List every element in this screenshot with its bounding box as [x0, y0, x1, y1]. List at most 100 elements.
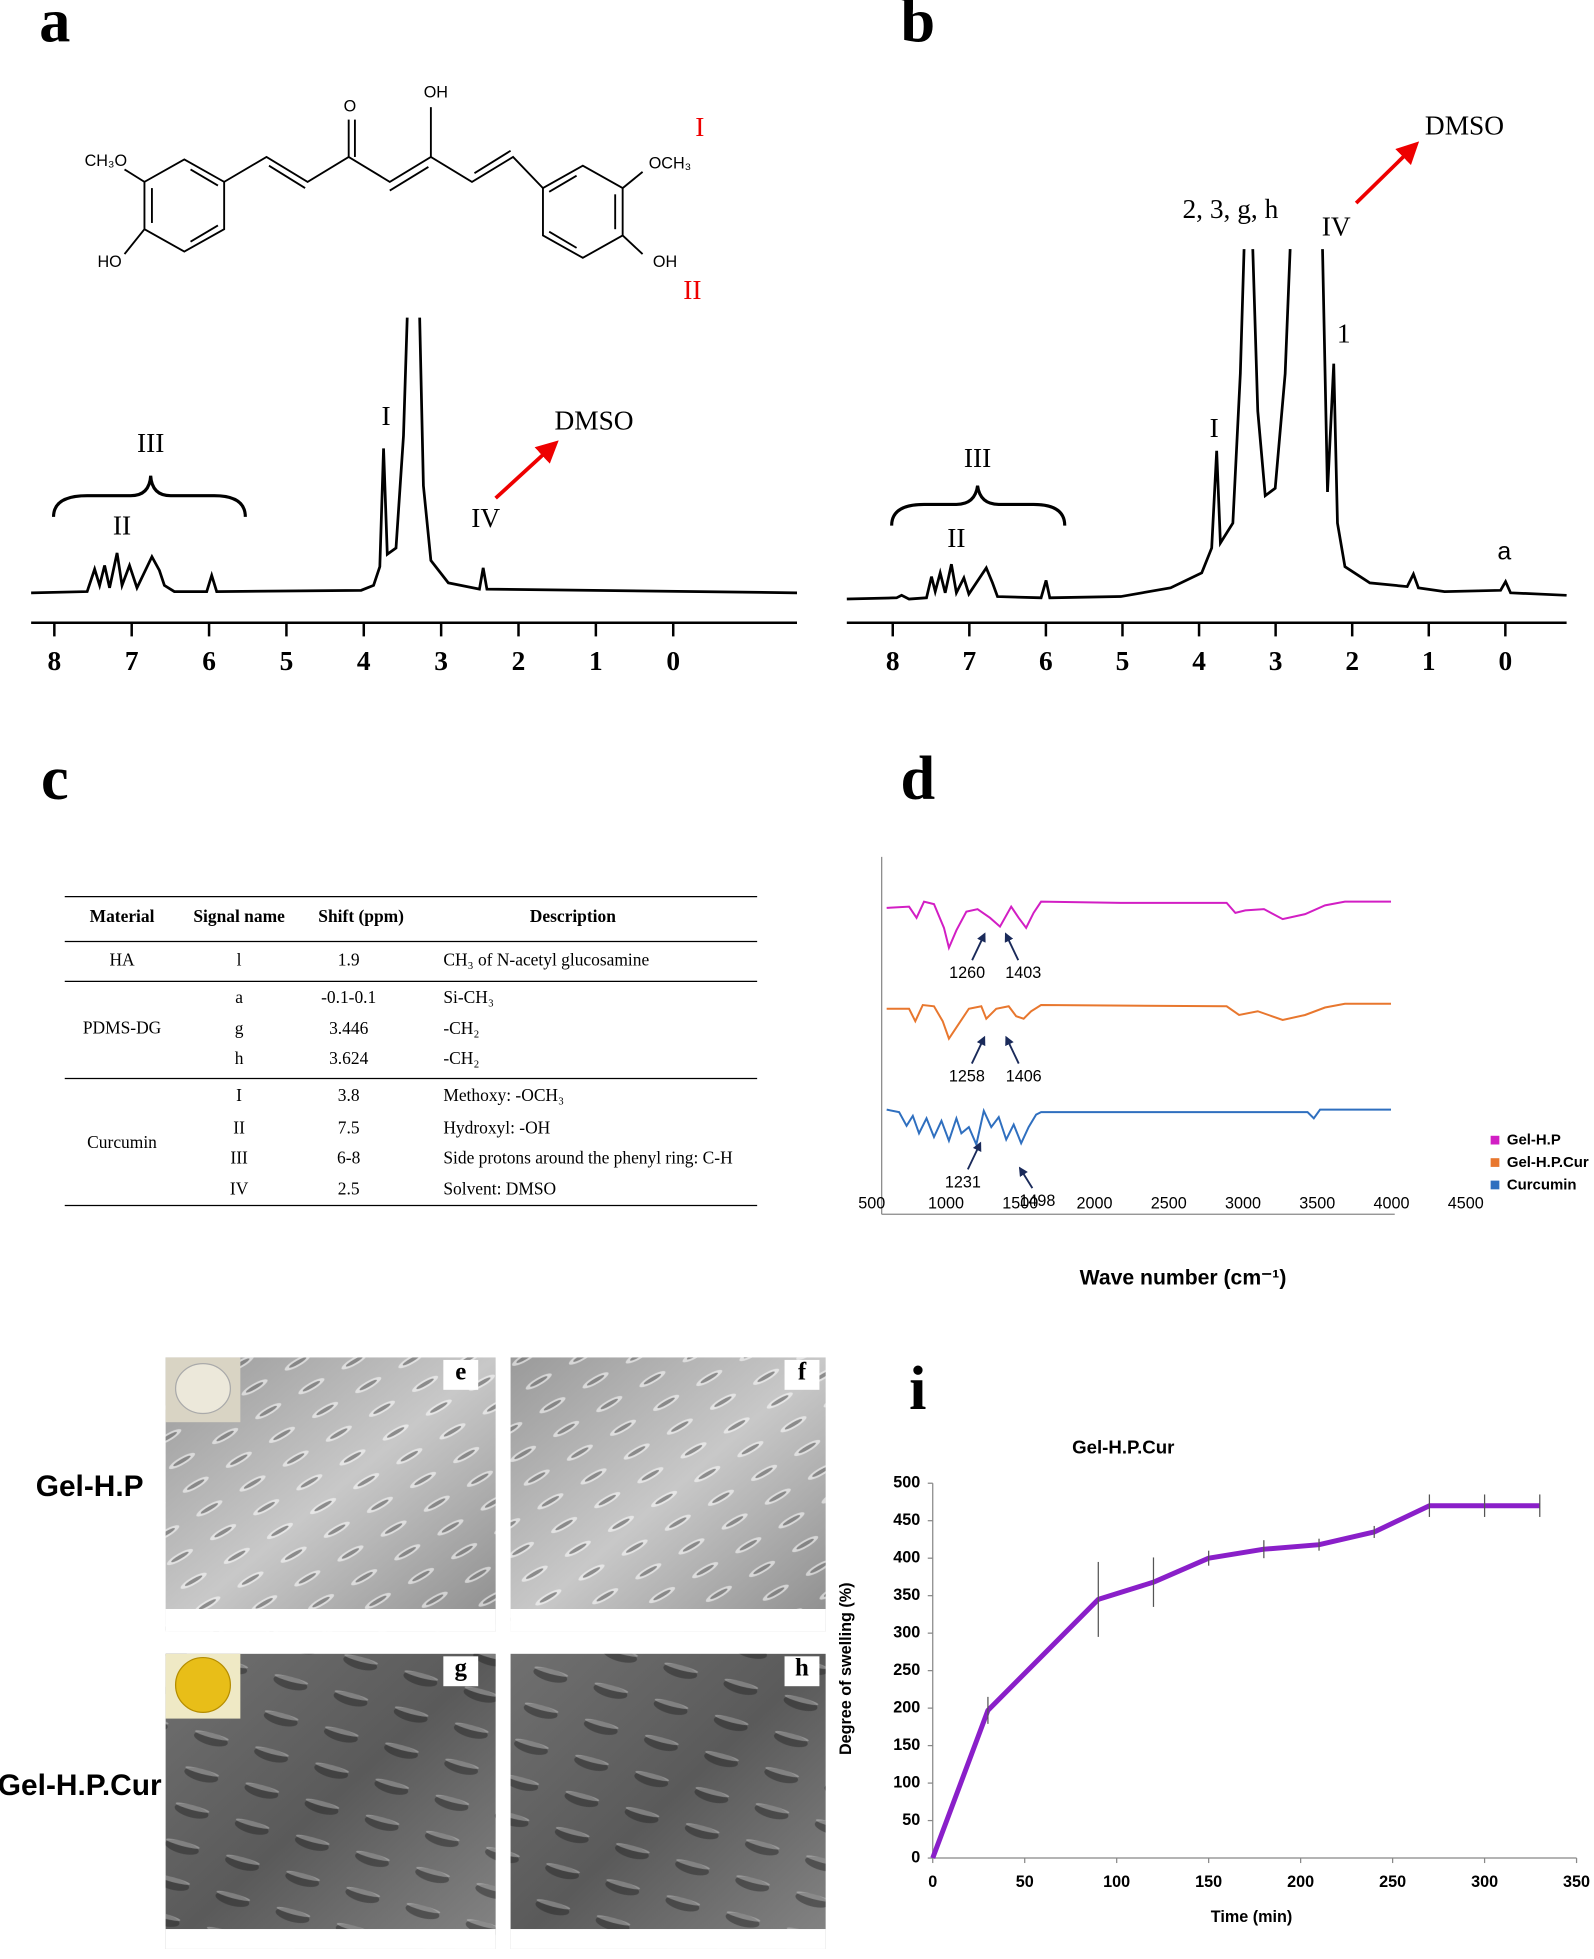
x-tick-label: 4500 — [1448, 1195, 1484, 1213]
sem-images — [165, 1357, 826, 1949]
table-cell: 3.624 — [329, 1048, 368, 1068]
peak-label: 1406 — [1006, 1068, 1042, 1086]
peak-arrow — [1005, 1035, 1020, 1064]
x-tick-label: 5 — [1116, 646, 1130, 676]
x-tick-label: 1 — [589, 646, 603, 676]
structure-label: CH₃O — [85, 152, 128, 170]
x-tick-label: 2500 — [1151, 1195, 1187, 1213]
sem-texture — [510, 1357, 826, 1632]
roman-label: II — [683, 275, 701, 305]
peak-label: 1403 — [1005, 964, 1041, 982]
x-tick-label: 3 — [1269, 646, 1283, 676]
table-rules — [64, 896, 758, 1207]
structure-label: OH — [424, 84, 448, 102]
x-tick-label: 0 — [1499, 646, 1513, 676]
x-tick-label: 8 — [886, 646, 900, 676]
x-tick-label: 7 — [125, 646, 139, 676]
x-axis-label: Wave number (cm⁻¹) — [1080, 1267, 1287, 1290]
annotation: IV — [1322, 211, 1351, 241]
x-axis-label: Time (min) — [1211, 1908, 1292, 1926]
x-tick-label: 100 — [1103, 1873, 1130, 1891]
label-box — [784, 1656, 820, 1687]
panel-label: i — [909, 1355, 926, 1423]
brace — [51, 475, 247, 517]
ftir-chart: 500 1000 1500 2000 2500 3000 3500 4000 4500 Wave … — [858, 932, 1589, 1290]
x-tick-label: 500 — [858, 1195, 885, 1213]
panel-label: e — [455, 1358, 466, 1385]
y-tick-label: 0 — [911, 1848, 920, 1866]
peak-label: 1258 — [949, 1068, 985, 1086]
table-cell: 6-8 — [337, 1147, 361, 1167]
panel-label: d — [900, 745, 935, 813]
table-cell: 2.5 — [338, 1179, 360, 1199]
table-cell: Methoxy: -OCH₃ — [443, 1085, 564, 1105]
structure-label: O — [344, 97, 357, 115]
frame — [881, 856, 1395, 1215]
table-cell: Solvent: DMSO — [443, 1179, 556, 1199]
structure-label: OCH₃ — [649, 155, 692, 173]
structure-label: OH — [653, 253, 677, 271]
x-tick-label: 6 — [1039, 646, 1053, 676]
peak-arrow — [1018, 1166, 1034, 1189]
x-axis: 8 7 6 5 4 3 2 1 0 — [31, 621, 797, 676]
table-cell: 7.5 — [338, 1118, 360, 1138]
table-header: Description — [530, 906, 616, 926]
y-tick-label: 150 — [893, 1736, 920, 1754]
x-tick-label: 0 — [928, 1873, 937, 1891]
x-tick-label: 150 — [1195, 1873, 1222, 1891]
x-tick-label: 7 — [962, 646, 976, 676]
x-tick-label: 50 — [1016, 1873, 1034, 1891]
structure-label: HO — [97, 253, 121, 271]
x-tick-label: 1500 — [1002, 1195, 1038, 1213]
y-tick-label: 350 — [893, 1586, 920, 1604]
annotation: DMSO — [1425, 111, 1504, 141]
x-tick-label: 4000 — [1373, 1195, 1409, 1213]
peak-label: 1231 — [945, 1173, 981, 1191]
sem-info-bar — [165, 1608, 826, 1949]
panel-label: f — [798, 1358, 807, 1385]
annotation: 2, 3, g, h — [1182, 194, 1278, 224]
peak-arrow — [1004, 932, 1020, 961]
table-cell: -0.1-0.1 — [321, 987, 376, 1007]
annotation: II — [947, 523, 965, 553]
table-cell: Si-CH₃ — [443, 987, 494, 1007]
x-tick-label: 5 — [280, 646, 294, 676]
y-tick-label: 250 — [893, 1661, 920, 1679]
structure — [123, 107, 644, 259]
table-cell: I — [236, 1085, 242, 1105]
annotation: III — [137, 428, 164, 458]
x-tick-label: 6 — [202, 646, 216, 676]
table-cell: h — [235, 1048, 244, 1068]
y-tick-label: 200 — [893, 1698, 920, 1716]
x-tick-label: 350 — [1563, 1873, 1590, 1891]
table-header: Shift (ppm) — [318, 906, 404, 926]
line — [930, 1503, 1540, 1859]
table-header: Signal name — [193, 906, 285, 926]
y-tick-label: 100 — [893, 1773, 920, 1791]
x-tick-label: 3 — [434, 646, 448, 676]
arrow — [1354, 141, 1420, 205]
ftir-curve — [886, 900, 1392, 951]
peak-arrow — [971, 932, 986, 961]
table-cell: -CH₂ — [443, 1018, 479, 1038]
annotation: I — [381, 401, 390, 431]
table-cell: 3.8 — [338, 1085, 360, 1105]
annotation: III — [964, 443, 991, 473]
x-tick-label: 1 — [1422, 646, 1436, 676]
legend-swatch — [1490, 1135, 1500, 1145]
peak-arrow — [966, 1141, 982, 1170]
y-tick-label: 300 — [893, 1623, 920, 1641]
legend-swatch — [1490, 1158, 1500, 1167]
panel-label: a — [39, 0, 70, 56]
table: Material Signal name Shift (ppm) Descriptio… — [83, 906, 733, 1199]
x-tick-label: 300 — [1471, 1873, 1498, 1891]
y-tick-label: 500 — [893, 1474, 920, 1492]
table-cell: Curcumin — [87, 1132, 157, 1152]
annotation: 1 — [1337, 319, 1351, 349]
panel-label: h — [795, 1655, 809, 1682]
x-tick-label: 250 — [1379, 1873, 1406, 1891]
brace — [890, 485, 1067, 526]
x-tick-label: 2000 — [1076, 1195, 1112, 1213]
annotation: IV — [471, 503, 500, 533]
annotation: a — [1497, 538, 1511, 566]
